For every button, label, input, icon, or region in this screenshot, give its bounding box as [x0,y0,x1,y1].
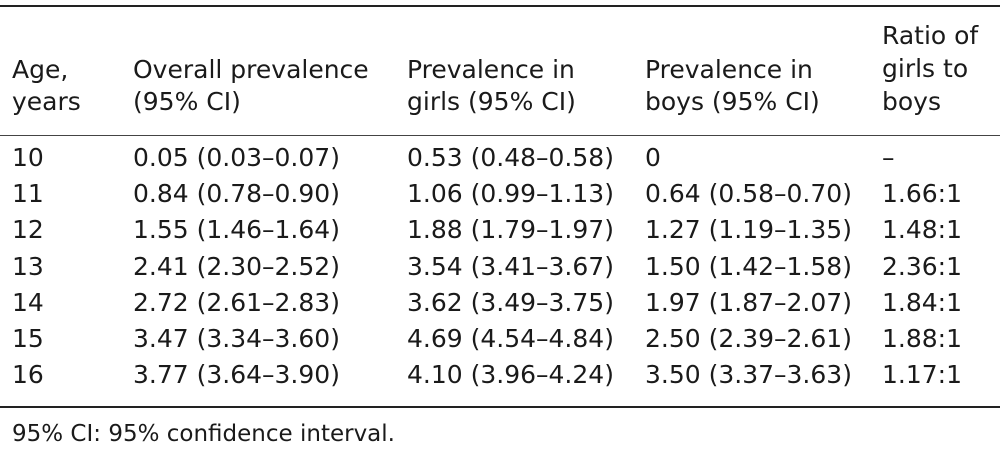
cell-ratio: 1.48:1 [882,215,962,245]
cell-boys-prevalence: 1.50 (1.42–1.58) [645,251,852,281]
cell-ratio: 2.36:1 [882,251,962,281]
cell-age: 16 [12,360,44,390]
cell-age: 13 [12,251,44,281]
cell-ratio: – [882,143,895,172]
header-boys-line-2: boys (95% CI) [645,87,820,116]
cell-ratio: 1.88:1 [882,324,962,353]
cell-ratio: 1.66:1 [882,179,962,209]
cell-girls-prevalence: 4.10 (3.96–4.24) [407,360,614,390]
cell-overall-prevalence: 0.84 (0.78–0.90) [133,179,340,209]
header-ratio-line-3: boys [882,87,941,116]
cell-boys-prevalence: 0 [645,143,661,172]
table-bottom-rule [0,406,1000,408]
cell-overall-prevalence: 1.55 (1.46–1.64) [133,215,340,245]
cell-age: 11 [12,179,44,209]
cell-girls-prevalence: 4.69 (4.54–4.84) [407,324,614,353]
cell-age: 12 [12,215,44,245]
cell-ratio: 1.17:1 [882,360,962,390]
cell-girls-prevalence: 1.06 (0.99–1.13) [407,179,614,209]
header-overall-line-2: (95% CI) [133,87,241,116]
header-boys-line-1: Prevalence in [645,55,813,84]
cell-boys-prevalence: 1.27 (1.19–1.35) [645,215,852,245]
header-girls-line-1: Prevalence in [407,55,575,84]
header-age-line-2: years [12,87,81,116]
cell-girls-prevalence: 0.53 (0.48–0.58) [407,143,614,172]
cell-boys-prevalence: 2.50 (2.39–2.61) [645,324,852,353]
cell-overall-prevalence: 3.47 (3.34–3.60) [133,324,340,353]
cell-overall-prevalence: 0.05 (0.03–0.07) [133,143,340,172]
header-girls-line-2: girls (95% CI) [407,87,576,116]
header-overall-line-1: Overall prevalence [133,55,369,84]
table-top-rule [0,5,1000,7]
header-ratio-line-2: girls to [882,54,969,83]
cell-girls-prevalence: 3.54 (3.41–3.67) [407,251,614,281]
cell-boys-prevalence: 1.97 (1.87–2.07) [645,287,852,317]
cell-girls-prevalence: 1.88 (1.79–1.97) [407,215,614,245]
cell-age: 15 [12,324,44,353]
header-divider-rule [0,135,1000,136]
cell-overall-prevalence: 2.41 (2.30–2.52) [133,251,340,281]
header-age-line-1: Age, [12,55,69,84]
cell-girls-prevalence: 3.62 (3.49–3.75) [407,287,614,317]
cell-boys-prevalence: 0.64 (0.58–0.70) [645,179,852,209]
cell-age: 10 [12,143,44,172]
cell-overall-prevalence: 2.72 (2.61–2.83) [133,287,340,317]
cell-age: 14 [12,287,44,317]
cell-ratio: 1.84:1 [882,287,962,317]
header-ratio-line-1: Ratio of [882,21,979,50]
cell-boys-prevalence: 3.50 (3.37–3.63) [645,360,852,390]
cell-overall-prevalence: 3.77 (3.64–3.90) [133,360,340,390]
table-footnote: 95% CI: 95% confidence interval. [12,421,395,447]
